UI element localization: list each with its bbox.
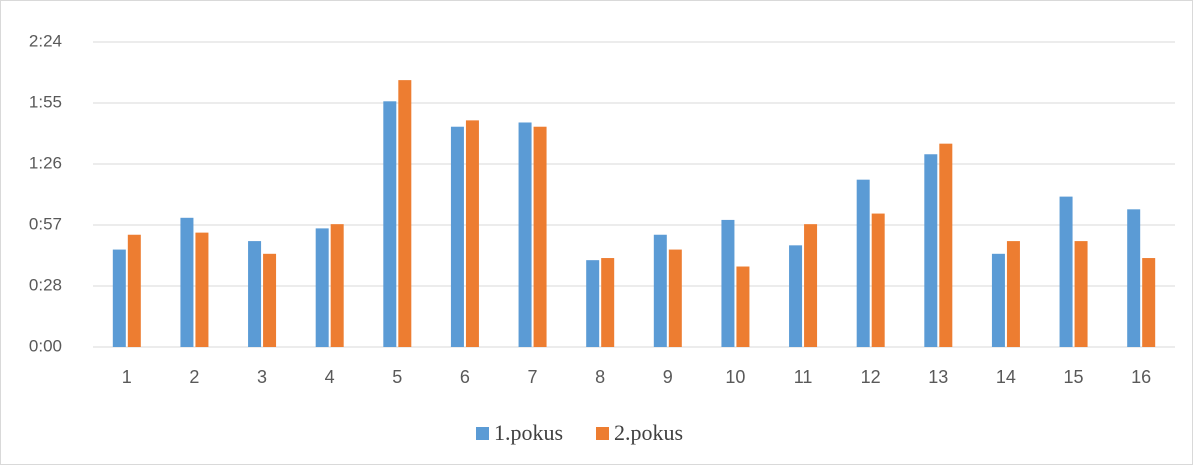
- x-tick-label: 4: [325, 367, 335, 387]
- bar: [1127, 209, 1141, 347]
- bar: [398, 80, 412, 347]
- bar: [668, 249, 682, 347]
- x-tick-label: 2: [189, 367, 199, 387]
- y-tick-label: 0:00: [29, 336, 62, 355]
- bar: [465, 120, 479, 347]
- bar: [1059, 196, 1073, 347]
- bar: [653, 234, 667, 347]
- bar: [533, 126, 547, 347]
- bar: [924, 154, 938, 347]
- legend-label: 2.pokus: [614, 420, 683, 445]
- bar: [601, 258, 615, 347]
- x-tick-label: 16: [1131, 367, 1151, 387]
- bar: [721, 219, 735, 347]
- x-tick-label: 1: [122, 367, 132, 387]
- legend-swatch: [476, 427, 489, 440]
- y-tick-label: 2:24: [29, 31, 62, 50]
- x-tick-label: 9: [663, 367, 673, 387]
- bar: [195, 232, 209, 347]
- bar: [586, 260, 600, 347]
- x-tick-label: 5: [392, 367, 402, 387]
- bar: [112, 249, 126, 347]
- bar: [180, 217, 194, 347]
- y-tick-label: 0:28: [29, 275, 62, 294]
- bar: [1006, 241, 1020, 347]
- y-tick-label: 1:55: [29, 92, 62, 111]
- y-tick-label: 0:57: [29, 214, 62, 233]
- legend-label: 1.pokus: [494, 420, 563, 445]
- bar: [804, 224, 818, 347]
- bar: [871, 213, 885, 347]
- bar: [939, 143, 953, 347]
- legend-swatch: [596, 427, 609, 440]
- bar: [383, 101, 397, 347]
- bar: [263, 253, 277, 347]
- bar: [1074, 241, 1088, 347]
- bar: [736, 266, 750, 347]
- x-tick-label: 15: [1064, 367, 1084, 387]
- x-tick-label: 8: [595, 367, 605, 387]
- bar: [330, 224, 344, 347]
- bar: [991, 253, 1005, 347]
- x-tick-label: 12: [861, 367, 881, 387]
- x-tick-label: 14: [996, 367, 1016, 387]
- bar: [856, 179, 870, 347]
- x-tick-label: 6: [460, 367, 470, 387]
- bar: [789, 245, 803, 347]
- y-tick-label: 1:26: [29, 153, 62, 172]
- bar: [518, 122, 532, 347]
- bar: [315, 228, 329, 347]
- x-tick-label: 13: [928, 367, 948, 387]
- bar: [450, 126, 464, 347]
- bar: [248, 241, 262, 347]
- x-tick-label: 10: [725, 367, 745, 387]
- bar: [127, 234, 141, 347]
- bar: [1142, 258, 1156, 347]
- x-tick-label: 7: [528, 367, 538, 387]
- x-tick-label: 3: [257, 367, 267, 387]
- x-tick-label: 11: [794, 367, 813, 387]
